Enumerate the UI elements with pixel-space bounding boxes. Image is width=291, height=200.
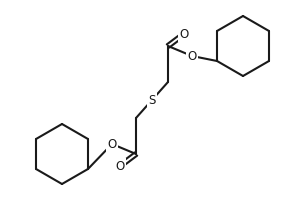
Text: O: O	[115, 160, 125, 173]
Text: O: O	[107, 138, 117, 151]
Text: O: O	[187, 50, 197, 63]
Text: O: O	[179, 28, 189, 41]
Text: S: S	[148, 94, 156, 107]
